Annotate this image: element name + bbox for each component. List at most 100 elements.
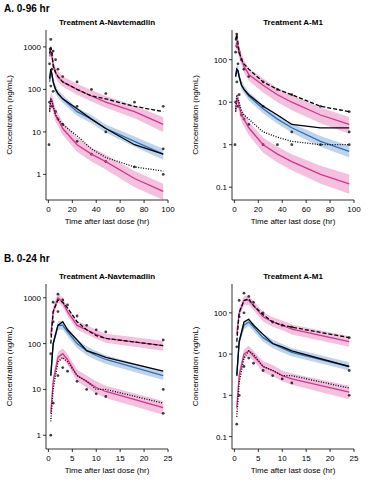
x-tick-label: 0 xyxy=(232,454,237,463)
y-tick-label: 10 xyxy=(32,385,41,394)
observed-point xyxy=(243,292,246,295)
y-axis-label: Concentration (ng/mL) xyxy=(191,75,200,155)
observed-point xyxy=(238,299,241,302)
observed-point xyxy=(104,92,107,95)
observed-point xyxy=(235,345,238,348)
y-tick-label: 0.1 xyxy=(216,433,228,442)
x-tick-label: 40 xyxy=(92,205,101,214)
x-tick xyxy=(48,200,49,203)
x-tick xyxy=(168,200,169,203)
y-axis-label: Concentration (ng/mL) xyxy=(5,75,14,155)
y-tick xyxy=(43,46,46,47)
observed-point xyxy=(76,315,79,318)
x-tick xyxy=(282,200,283,203)
x-axis-label: Time after last dose (hr) xyxy=(251,466,336,475)
x-tick xyxy=(168,449,169,452)
percentile-line xyxy=(51,322,163,376)
percentile-line xyxy=(237,322,349,376)
observed-point xyxy=(90,88,93,91)
percentile-line xyxy=(51,298,163,346)
x-tick xyxy=(354,449,355,452)
y-tick xyxy=(229,187,232,188)
observed-point xyxy=(262,369,265,372)
y-tick-label: 100 xyxy=(214,56,228,65)
prediction-band xyxy=(50,69,164,160)
figure: A. 0-96 hrTreatment A-Navtemadlin1101001… xyxy=(0,0,371,500)
percentile-line xyxy=(236,34,350,112)
observed-point xyxy=(133,101,136,104)
x-tick-label: 20 xyxy=(254,205,263,214)
percentile-line xyxy=(51,357,163,421)
observed-point xyxy=(54,58,57,61)
x-tick xyxy=(120,449,121,452)
x-tick-label: 0 xyxy=(46,205,51,214)
x-tick xyxy=(72,449,73,452)
plot-area xyxy=(48,38,165,200)
x-tick-label: 60 xyxy=(302,205,311,214)
x-tick xyxy=(234,200,235,203)
observed-point xyxy=(348,131,351,134)
x-tick-label: 80 xyxy=(140,205,149,214)
y-tick-label: 1 xyxy=(223,391,228,400)
percentile-line xyxy=(51,354,163,414)
plot-area xyxy=(235,292,350,426)
panel-label: A. 0-96 hr xyxy=(4,3,50,14)
observed-point xyxy=(162,339,165,342)
observed-point xyxy=(95,328,98,331)
observed-point xyxy=(234,51,237,54)
observed-point xyxy=(247,357,250,360)
chart-title: Treatment A-Navtemadlin xyxy=(59,272,155,281)
panel: Treatment A-M10.11101000510152025Time af… xyxy=(191,272,359,475)
plot-area xyxy=(234,33,351,194)
observed-point xyxy=(290,131,293,134)
percentile-line xyxy=(50,69,164,154)
percentile-line xyxy=(236,95,350,145)
x-tick xyxy=(258,200,259,203)
panel: B. 0-24 hrTreatment A-Navtemadlin1101001… xyxy=(4,253,173,475)
x-tick xyxy=(72,200,73,203)
y-tick xyxy=(229,436,232,437)
y-tick-label: 1 xyxy=(37,170,42,179)
observed-point xyxy=(252,301,255,304)
y-tick-label: 100 xyxy=(28,340,42,349)
y-tick xyxy=(43,435,46,436)
x-tick xyxy=(330,449,331,452)
observed-point xyxy=(76,81,79,84)
observed-point xyxy=(162,105,165,108)
observed-point xyxy=(247,295,250,298)
observed-point xyxy=(52,90,55,93)
y-tick-label: 0.1 xyxy=(216,183,228,192)
y-tick xyxy=(43,389,46,390)
y-tick xyxy=(229,354,232,355)
x-axis-label: Time after last dose (hr) xyxy=(251,217,336,226)
observed-point xyxy=(162,173,165,176)
observed-point xyxy=(276,143,279,146)
x-tick-label: 15 xyxy=(116,454,125,463)
y-axis xyxy=(46,284,47,449)
observed-point xyxy=(162,388,165,391)
observed-point xyxy=(76,380,79,383)
x-tick-label: 10 xyxy=(278,454,287,463)
observed-point xyxy=(52,50,55,53)
panel: A. 0-96 hrTreatment A-Navtemadlin1101001… xyxy=(4,3,175,226)
plot-area xyxy=(49,293,164,437)
percentile-line xyxy=(50,99,164,191)
x-axis xyxy=(232,200,354,201)
panel: Treatment A-M10.1110100020406080100Time … xyxy=(191,18,361,226)
x-tick xyxy=(234,449,235,452)
percentile-line xyxy=(51,300,163,346)
percentile-line xyxy=(237,319,349,375)
observed-point xyxy=(348,394,351,397)
panel-label: B. 0-24 hr xyxy=(4,253,50,264)
percentile-line xyxy=(50,73,164,155)
observed-point xyxy=(234,143,237,146)
observed-point xyxy=(238,93,241,96)
prediction-band xyxy=(236,92,350,193)
observed-point xyxy=(348,143,351,146)
observed-point xyxy=(281,378,284,381)
observed-point xyxy=(348,369,351,372)
percentile-line xyxy=(51,325,163,375)
y-tick-label: 10 xyxy=(32,128,41,137)
x-tick xyxy=(144,200,145,203)
y-tick-label: 100 xyxy=(214,309,228,318)
